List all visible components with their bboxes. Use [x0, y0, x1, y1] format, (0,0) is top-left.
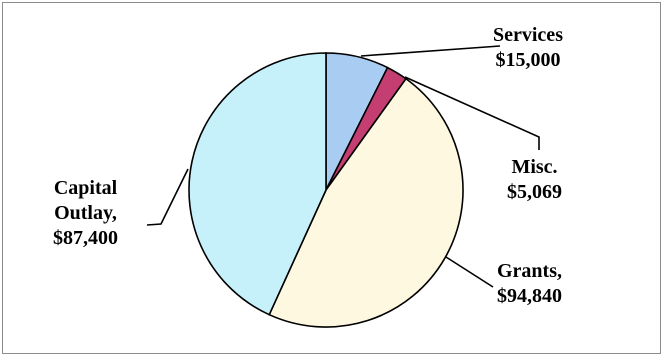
- slice-label-grants: Grants, $94,840: [497, 259, 562, 309]
- slice-label-capital-outlay: Capital Outlay, $87,400: [53, 176, 118, 251]
- chart-frame: Services $15,000 Misc. $5,069 Grants, $9…: [2, 2, 661, 354]
- leader-line-grants: [445, 256, 494, 288]
- slice-label-misc-name: Misc.: [511, 156, 558, 178]
- slice-label-services-name: Services: [493, 24, 563, 46]
- pie-chart: [146, 45, 540, 328]
- slice-label-services-value: $15,000: [495, 49, 561, 71]
- slice-grants: [268, 77, 464, 328]
- leader-line-misc: [404, 76, 540, 150]
- slice-label-services: Services $15,000: [493, 23, 563, 73]
- slice-label-capital-outlay-value: $87,400: [53, 227, 118, 249]
- slice-label-grants-name: Grants,: [497, 260, 562, 282]
- slice-label-misc: Misc. $5,069: [507, 155, 562, 205]
- leader-line-services: [360, 45, 501, 57]
- slice-label-capital-outlay-name-line1: Capital: [53, 177, 118, 199]
- leader-line-capital-outlay: [146, 168, 189, 226]
- slice-capital-outlay: [188, 52, 327, 316]
- slice-label-grants-value: $94,840: [497, 285, 562, 307]
- slice-label-capital-outlay-name-line2: Outlay,: [54, 202, 117, 224]
- slice-label-misc-value: $5,069: [507, 181, 562, 203]
